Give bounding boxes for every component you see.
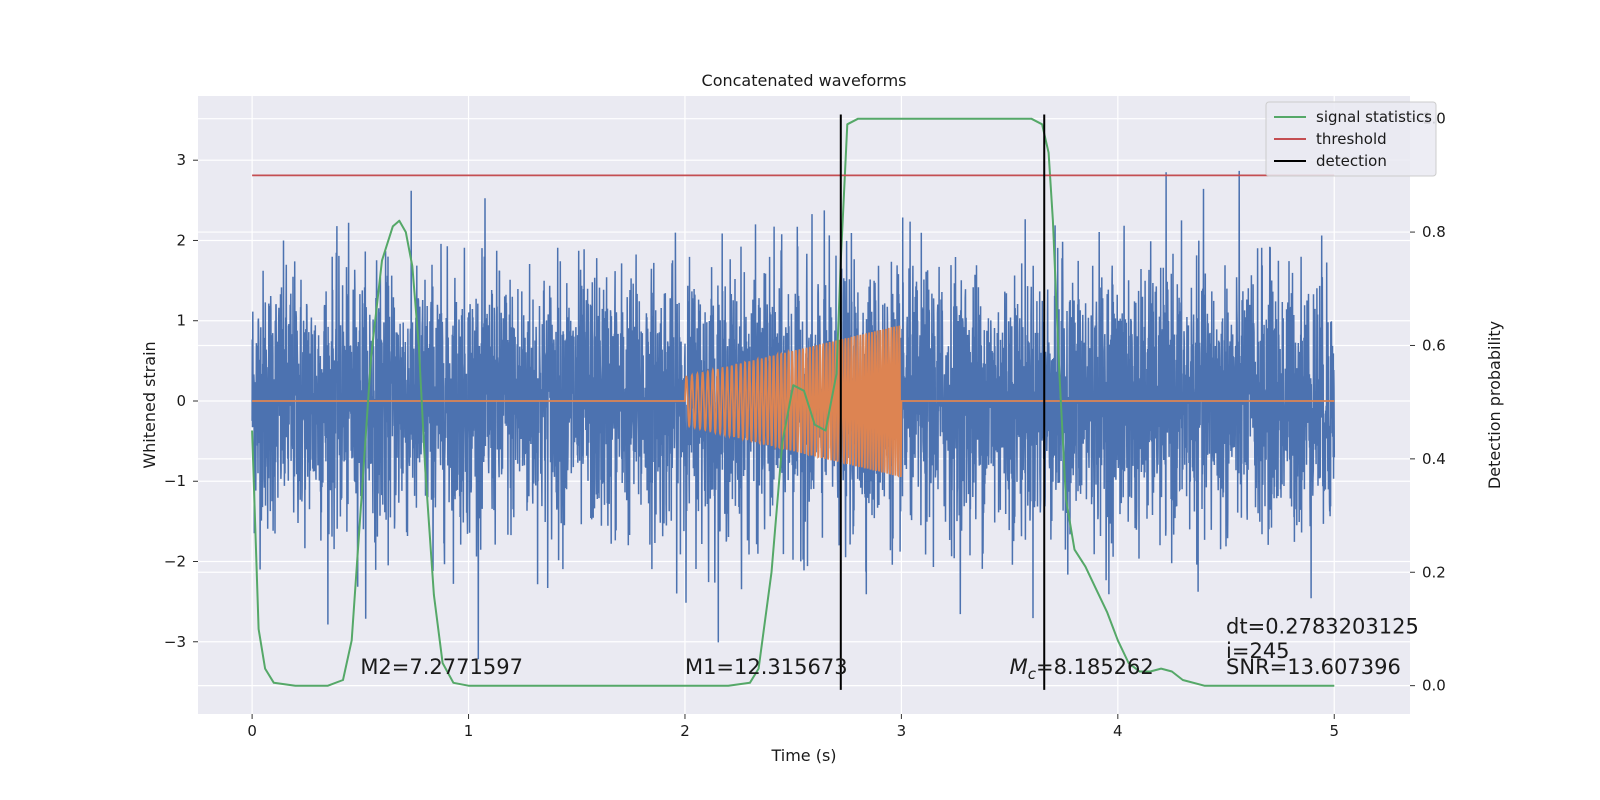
y-tick-label: 0 — [176, 392, 186, 410]
x-tick-label: 5 — [1329, 722, 1339, 740]
annotation-text: i=245 — [1226, 639, 1290, 663]
y-tick-label: 3 — [176, 151, 186, 169]
legend-label: signal statistics — [1316, 108, 1432, 126]
annotation-text: dt=0.2783203125 — [1226, 615, 1419, 639]
x-tick-label: 3 — [897, 722, 907, 740]
y-tick-label: −3 — [164, 633, 186, 651]
legend-label: threshold — [1316, 130, 1387, 148]
chart-title: Concatenated waveforms — [702, 71, 907, 90]
x-tick-label: 0 — [247, 722, 257, 740]
annotation-text: SNR=13.607396 — [1226, 655, 1401, 679]
annotation-text: M2=7.2771597 — [360, 655, 523, 679]
y-tick-label: 2 — [176, 231, 186, 249]
legend-box — [1265, 101, 1437, 177]
annotation-text: M1=12.315673 — [685, 655, 848, 679]
x-tick-label: 1 — [464, 722, 474, 740]
legend: signal statistics threshold detection — [1265, 101, 1437, 177]
y-tick-label-right: 0.2 — [1422, 563, 1446, 581]
y-tick-label-right: 0.8 — [1422, 223, 1446, 241]
y-tick-label-right: 0.0 — [1422, 677, 1446, 695]
annotation-text: Mc=8.185262 — [1010, 655, 1154, 683]
legend-label: detection — [1316, 152, 1387, 170]
annotations: M2=7.2771597 M1=12.315673 Mc=8.185262 dt=0.… — [360, 615, 1419, 683]
y-tick-label: −2 — [164, 553, 186, 571]
template-series — [252, 325, 1335, 478]
y-axis-label-right: Detection probability — [1485, 321, 1504, 489]
x-axis-label: Time (s) — [770, 746, 836, 765]
y-axis-label: Whitened strain — [140, 341, 159, 468]
signal-statistics-line — [251, 117, 1335, 687]
y-tick-label: −1 — [164, 472, 186, 490]
data-layer — [251, 114, 1336, 690]
y-tick-label: 1 — [176, 312, 186, 330]
y-tick-label-right: 0.6 — [1422, 336, 1446, 354]
x-tick-label: 4 — [1113, 722, 1123, 740]
x-tick-label: 2 — [680, 722, 690, 740]
y-tick-label-right: 0.4 — [1422, 450, 1446, 468]
